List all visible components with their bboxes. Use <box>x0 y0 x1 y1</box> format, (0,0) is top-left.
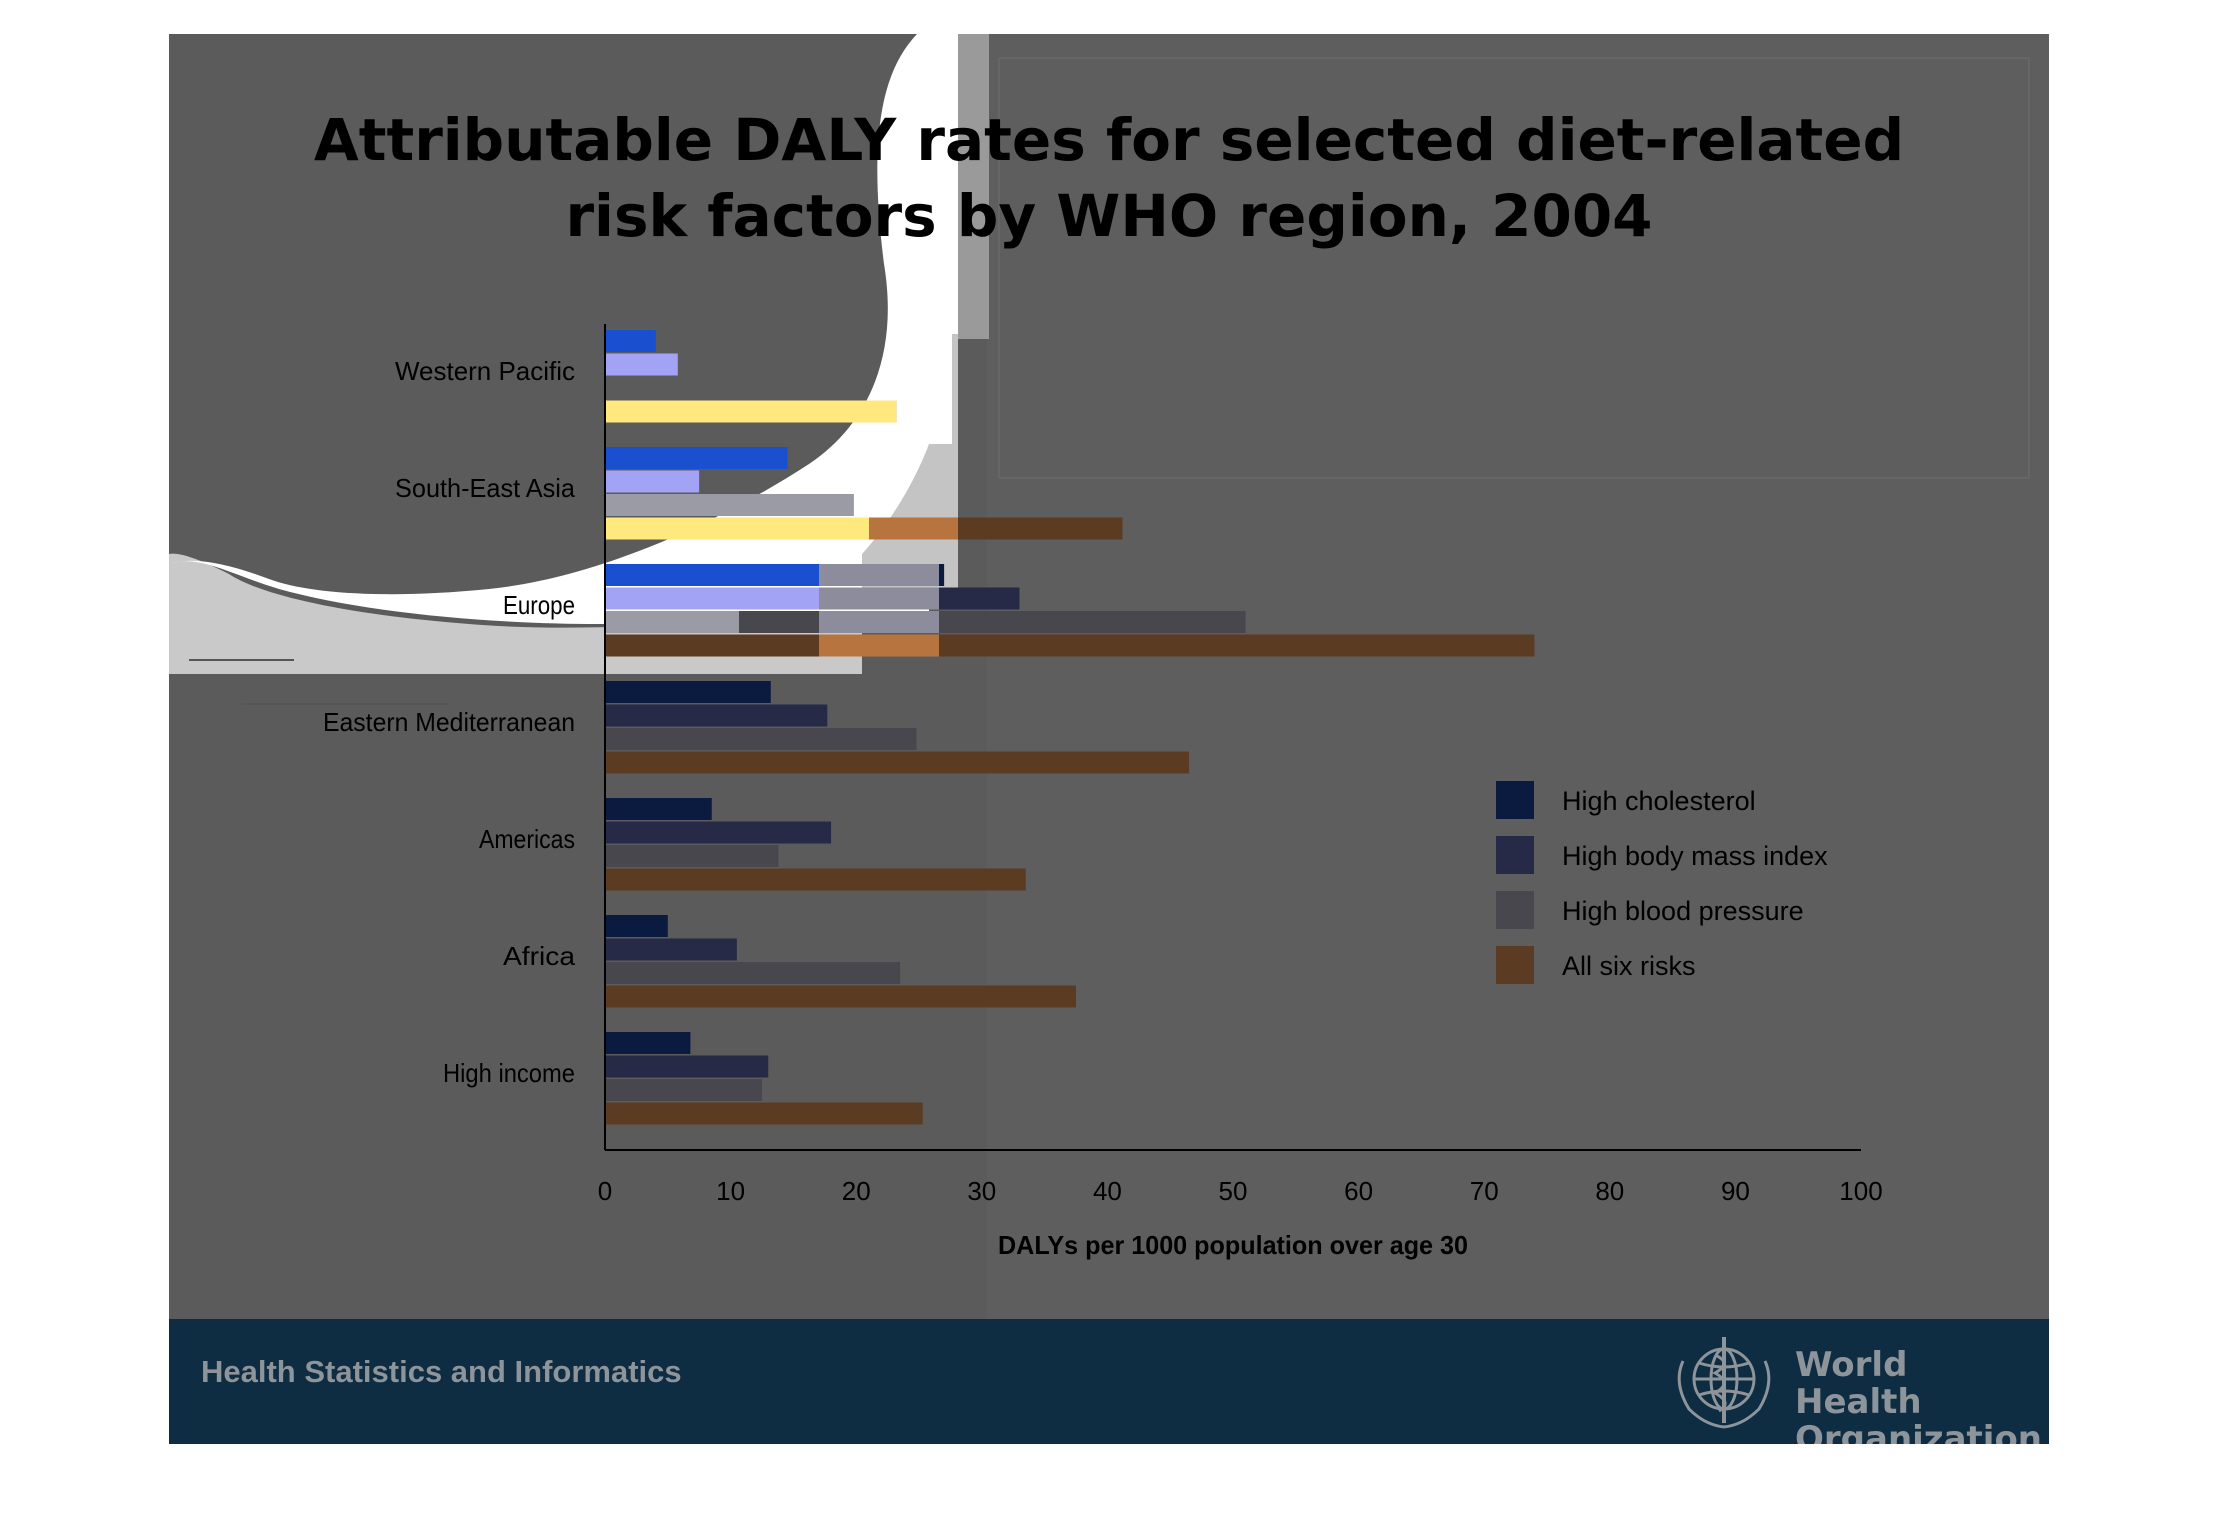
x-tick-label-50: 50 <box>1219 1176 1248 1206</box>
who-logo: World Health Organization <box>1669 1333 2042 1444</box>
category-label-high-income: High income <box>443 1058 575 1088</box>
bar-europe-high-body-mass-index-highlight <box>605 587 819 610</box>
who-wordmark: World Health Organization <box>1795 1345 2043 1445</box>
x-tick-label-90: 90 <box>1721 1176 1750 1206</box>
who-wordmark-line-2: Organization <box>1795 1419 2043 1445</box>
bar-europe-high-cholesterol-grey-zone <box>819 564 939 586</box>
category-label-eastern-mediterranean: Eastern Mediterranean <box>323 707 575 737</box>
x-tick-label-10: 10 <box>716 1176 745 1206</box>
bar-africa-high-cholesterol <box>605 915 668 937</box>
bar-high-income-high-body-mass-index <box>605 1055 769 1078</box>
chart-title-line-2: risk factors by WHO region, 2004 <box>565 182 1653 250</box>
bar-africa-all-six-risks <box>605 985 1076 1008</box>
x-tick-label-70: 70 <box>1470 1176 1499 1206</box>
bar-europe-all-six-risks-grey-zone <box>819 634 939 657</box>
category-label-western-pacific: Western Pacific <box>395 356 575 386</box>
legend-label-high-blood-pressure: High blood pressure <box>1562 896 1804 926</box>
category-label-europe: Europe <box>503 590 575 620</box>
bar-americas-high-blood-pressure <box>605 845 779 867</box>
legend: High cholesterol High body mass index High… <box>1496 781 1828 984</box>
legend-swatch-high-cholesterol <box>1496 781 1534 819</box>
bar-south-east-asia-high-body-mass-index-highlight <box>605 470 700 493</box>
legend-swatch-high-body-mass-index <box>1496 836 1534 874</box>
bar-africa-high-blood-pressure <box>605 962 901 984</box>
bar-europe-high-blood-pressure-highlight <box>605 611 739 633</box>
background-photo-overlay <box>169 34 2049 1319</box>
bar-eastern-mediterranean-high-cholesterol <box>605 681 771 703</box>
who-emblem-icon <box>1677 1337 1771 1429</box>
bar-africa-high-body-mass-index <box>605 938 737 961</box>
category-label-africa: Africa <box>503 941 576 971</box>
x-tick-label-40: 40 <box>1093 1176 1122 1206</box>
chart-title: Attributable DALY rates for selected die… <box>169 102 2049 254</box>
legend-swatch-high-blood-pressure <box>1496 891 1534 929</box>
legend-item-high-blood-pressure: High blood pressure <box>1496 891 1804 929</box>
x-axis-title: DALYs per 1000 population over age 30 <box>998 1230 1468 1260</box>
legend-swatch-all-six-risks <box>1496 946 1534 984</box>
bar-europe-all-six-risks <box>605 634 1535 657</box>
legend-item-high-body-mass-index: High body mass index <box>1496 836 1828 874</box>
bar-south-east-asia-high-cholesterol-highlight <box>605 447 788 469</box>
bar-europe-high-body-mass-index-grey-zone <box>819 587 939 610</box>
footer-department-label: Health Statistics and Informatics <box>201 1354 682 1389</box>
legend-item-high-cholesterol: High cholesterol <box>1496 781 1756 819</box>
x-tick-label-60: 60 <box>1344 1176 1373 1206</box>
bar-high-income-high-blood-pressure <box>605 1079 762 1101</box>
bar-south-east-asia-all-six-risks-highlight <box>605 517 869 540</box>
slide: Attributable DALY rates for selected die… <box>169 34 2049 1444</box>
who-wordmark-line-1: World Health <box>1795 1345 1922 1422</box>
bar-western-pacific-all-six-risks-highlight <box>605 400 897 423</box>
x-tick-label-100: 100 <box>1839 1176 1882 1206</box>
bar-south-east-asia-high-blood-pressure-highlight <box>605 494 854 516</box>
x-tick-label-80: 80 <box>1595 1176 1624 1206</box>
bar-americas-high-body-mass-index <box>605 821 832 844</box>
bars-layer <box>605 330 1535 1125</box>
legend-label-high-cholesterol: High cholesterol <box>1562 786 1756 816</box>
legend-label-all-six-risks: All six risks <box>1562 951 1696 981</box>
x-tick-label-20: 20 <box>842 1176 871 1206</box>
bar-europe-high-blood-pressure-grey-zone <box>819 611 939 633</box>
labels-layer: Western Pacific South-East Asia Europe East… <box>323 356 1883 1260</box>
category-label-americas: Americas <box>479 824 575 854</box>
bar-western-pacific-high-cholesterol-highlight <box>605 330 656 352</box>
bar-high-income-all-six-risks <box>605 1102 923 1125</box>
bar-chart: Western Pacific South-East Asia Europe East… <box>323 324 1883 1260</box>
footer-bar: Health Statistics and Informatics World … <box>169 1319 2049 1444</box>
x-tick-label-30: 30 <box>967 1176 996 1206</box>
bar-high-income-high-cholesterol <box>605 1032 691 1054</box>
bar-americas-all-six-risks <box>605 868 1026 891</box>
axis-layer <box>604 324 1861 1151</box>
bar-eastern-mediterranean-high-blood-pressure <box>605 728 917 750</box>
bar-europe-high-cholesterol-highlight <box>605 564 819 586</box>
bar-south-east-asia-all-six-risks-grey-zone <box>869 517 958 540</box>
bar-americas-high-cholesterol <box>605 798 712 820</box>
category-label-south-east-asia: South-East Asia <box>395 473 576 503</box>
legend-label-high-body-mass-index: High body mass index <box>1562 841 1828 871</box>
bar-eastern-mediterranean-high-body-mass-index <box>605 704 828 727</box>
bar-eastern-mediterranean-all-six-risks <box>605 751 1190 774</box>
chart-title-line-1: Attributable DALY rates for selected die… <box>313 106 1905 174</box>
legend-item-all-six-risks: All six risks <box>1496 946 1696 984</box>
x-tick-label-0: 0 <box>598 1176 612 1206</box>
bar-western-pacific-high-body-mass-index-highlight <box>605 353 678 376</box>
